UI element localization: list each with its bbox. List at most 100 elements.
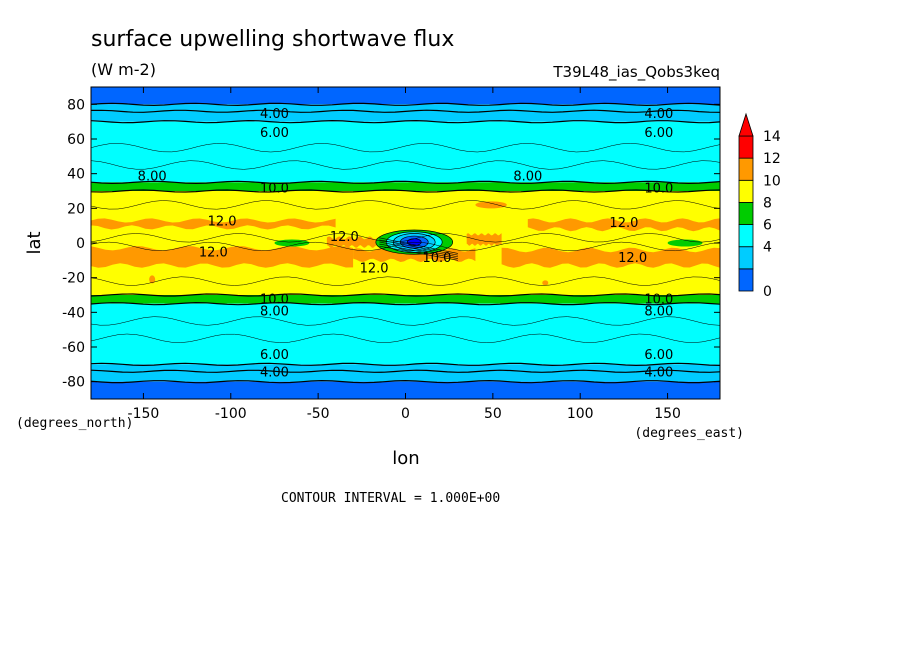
colorbar-swatch-5 xyxy=(738,157,754,181)
y-tick-label-3: 20 xyxy=(67,201,85,217)
x-tick-label-1: -100 xyxy=(215,406,247,422)
contour-line-7 xyxy=(90,362,721,367)
region-8-east xyxy=(667,239,703,247)
zonal-band-7 xyxy=(91,364,720,382)
colorbar-swatch-1 xyxy=(738,246,754,270)
colorbar-swatch-6 xyxy=(738,135,754,159)
colorbar-label-1: 4 xyxy=(763,240,772,256)
chart-title: surface upwelling shortwave flux xyxy=(91,27,454,52)
x-tick-label-6: 150 xyxy=(654,406,681,422)
contour-label-0: 4.00 xyxy=(260,107,289,122)
contour-label-12: 12.0 xyxy=(360,261,389,276)
y-axis-label: lat xyxy=(24,231,45,254)
contour-label-2: 6.00 xyxy=(260,126,289,141)
zonal-band-5 xyxy=(91,295,720,304)
colorbar-swatch-2 xyxy=(738,224,754,248)
contour-line-4 xyxy=(90,189,721,193)
contour-label-22: 4.00 xyxy=(644,365,673,380)
colorbar-label-6: 14 xyxy=(763,129,781,145)
contour-diag-2 xyxy=(379,241,458,258)
zonal-band-0 xyxy=(91,87,720,105)
contour-interval-text: CONTOUR INTERVAL = 1.000E+00 xyxy=(281,491,500,506)
y-tick-label-8: -80 xyxy=(62,375,85,391)
contour-label-19: 6.00 xyxy=(260,348,289,363)
region-12-north-west xyxy=(91,218,336,230)
contour-label-1: 4.00 xyxy=(644,107,673,122)
contour-label-5: 8.00 xyxy=(513,169,542,184)
colorbar-swatch-0 xyxy=(738,268,754,292)
region-12-north-east xyxy=(527,218,720,232)
colorbar: 0 4 6 8 10 12 14 xyxy=(738,112,781,300)
contour-label-3: 6.00 xyxy=(644,126,673,141)
y-tick-label-7: -60 xyxy=(62,340,85,356)
y-units-label: (degrees_north) xyxy=(16,416,133,431)
contour-label-11: 12.0 xyxy=(199,246,228,261)
region-12-spot-2 xyxy=(542,280,549,286)
contour-label-16: 10.0 xyxy=(644,292,673,307)
contour-label-20: 6.00 xyxy=(644,348,673,363)
contour-diag-3 xyxy=(379,243,458,259)
contour-lines xyxy=(90,102,721,384)
contour-line-6 xyxy=(90,301,721,306)
contour-line-8 xyxy=(90,369,721,373)
region-12-east-equator xyxy=(466,233,502,246)
contour-label-13: 12.0 xyxy=(618,251,647,266)
colorbar-label-4: 10 xyxy=(763,173,781,189)
plot-area xyxy=(91,87,720,399)
zonal-band-6 xyxy=(91,303,720,365)
contour-line-1 xyxy=(90,109,721,113)
y-tick-label-1: 60 xyxy=(67,132,85,148)
x-units-label: (degrees_east) xyxy=(634,426,744,441)
x-tick-label-0: -150 xyxy=(128,406,160,422)
contour-label-15: 10.0 xyxy=(260,292,289,307)
region-12-equator xyxy=(326,236,380,248)
contour-thin-5 xyxy=(90,276,721,286)
contour-label-18: 8.00 xyxy=(644,305,673,320)
contour-diag-0 xyxy=(379,237,458,254)
contour-label-14: 10.0 xyxy=(422,251,451,266)
region-12-spot xyxy=(149,275,156,284)
contour-line-2 xyxy=(90,119,721,124)
contour-thin-3 xyxy=(90,233,721,243)
contour-label-6: 10.0 xyxy=(260,182,289,197)
x-axis-label: lon xyxy=(392,448,419,469)
colorbar-swatch-4 xyxy=(738,179,754,203)
y-tick-label-6: -40 xyxy=(62,305,85,321)
chart-units: (W m-2) xyxy=(91,60,156,79)
contour-label-8: 12.0 xyxy=(208,214,237,229)
zonal-band-3 xyxy=(91,182,720,191)
zonal-band-2 xyxy=(91,121,720,183)
colorbar-swatch-3 xyxy=(738,202,754,225)
contour-label-10: 12.0 xyxy=(330,230,359,245)
zonal-band-8 xyxy=(91,381,720,399)
y-tick-label-5: -20 xyxy=(62,271,85,287)
contour-line-0 xyxy=(90,102,721,107)
contour-line-9 xyxy=(90,379,721,384)
colorbar-label-2: 6 xyxy=(763,218,772,234)
x-tick-label-5: 100 xyxy=(567,406,594,422)
colorbar-label-3: 8 xyxy=(763,195,772,211)
contour-label-4: 8.00 xyxy=(138,169,167,184)
contour-label-7: 10.0 xyxy=(644,182,673,197)
zonal-band-1 xyxy=(91,104,720,122)
experiment-label: T39L48_ias_Qobs3keq xyxy=(552,63,720,82)
region-12-south-east xyxy=(501,247,720,268)
x-tick-label-2: -50 xyxy=(307,406,330,422)
contour-line-5 xyxy=(90,293,721,297)
y-tick-label-4: 0 xyxy=(76,236,85,252)
region-12-north-blob xyxy=(475,201,507,209)
contour-diag-4 xyxy=(379,245,458,261)
region-12-south-center xyxy=(353,248,476,263)
axes: -150 -100 -50 0 50 100 150 80 60 40 20 0 -20 -40 -60 -8… xyxy=(62,87,720,422)
y-tick-label-0: 80 xyxy=(67,97,85,113)
colorbar-label-0: 0 xyxy=(763,284,772,300)
colorbar-over-triangle xyxy=(738,112,754,137)
contour-thin-0 xyxy=(90,143,721,153)
contour-thin-6 xyxy=(90,316,721,326)
contour-thin-1 xyxy=(90,160,721,170)
contour-diag-1 xyxy=(379,239,458,256)
y-tick-label-2: 40 xyxy=(67,167,85,183)
contour-label-21: 4.00 xyxy=(260,365,289,380)
